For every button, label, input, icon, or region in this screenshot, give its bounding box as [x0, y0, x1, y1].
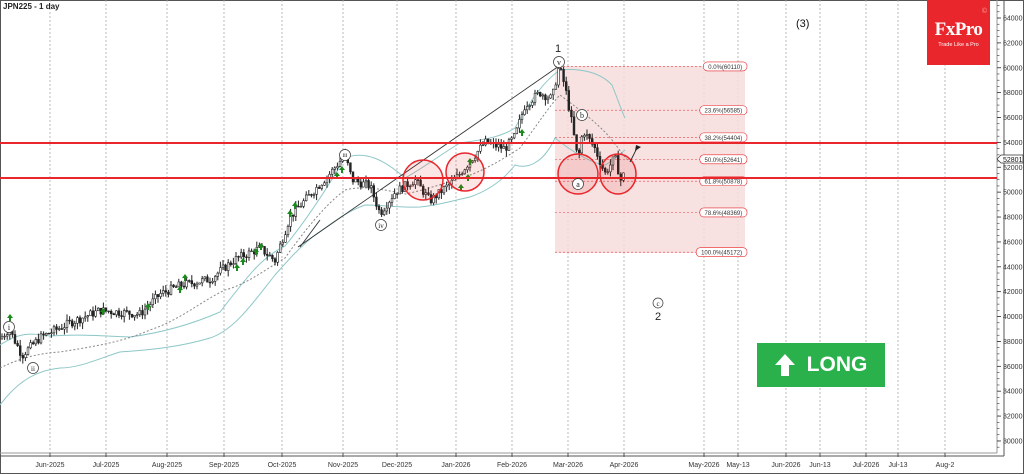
svg-text:52000: 52000 — [1003, 165, 1023, 172]
svg-text:Nov-2025: Nov-2025 — [328, 462, 358, 469]
signal-label: LONG — [806, 353, 868, 376]
wave-label-v: v — [553, 56, 565, 68]
svg-text:36000: 36000 — [1003, 364, 1023, 371]
svg-text:Jul-2026: Jul-2026 — [853, 462, 880, 469]
chart-title: JPN225 - 1 day — [3, 2, 60, 11]
svg-text:44000: 44000 — [1003, 264, 1023, 271]
svg-text:54000: 54000 — [1003, 140, 1023, 147]
svg-text:48000: 48000 — [1003, 215, 1023, 222]
wave-label-2: 2 — [655, 311, 661, 323]
svg-text:58000: 58000 — [1003, 90, 1023, 97]
svg-text:50000: 50000 — [1003, 190, 1023, 197]
highlight-circles — [402, 152, 637, 201]
fibonacci-levels: 0.0%(60110) 23.6%(56585) 38.2%(54404) 50.0%… — [555, 61, 748, 258]
svg-text:Dec-2025: Dec-2025 — [382, 462, 412, 469]
svg-text:a: a — [576, 180, 580, 189]
current-price-tag: 52801 — [996, 154, 1024, 164]
svg-text:Sep-2025: Sep-2025 — [209, 462, 239, 469]
svg-text:Jan-2026: Jan-2026 — [441, 462, 470, 469]
svg-text:Jun-2025: Jun-2025 — [35, 462, 64, 469]
svg-text:56000: 56000 — [1003, 115, 1023, 122]
trend-line — [297, 65, 560, 248]
logo-tagline: Trade Like a Pro — [938, 42, 979, 48]
svg-text:May-2026: May-2026 — [688, 462, 719, 469]
svg-text:b: b — [580, 111, 584, 120]
wave-label-3: (3) — [796, 18, 810, 30]
wave-label-iii: iii — [339, 149, 351, 161]
svg-text:23.6%(56585): 23.6%(56585) — [705, 109, 743, 115]
svg-text:40000: 40000 — [1003, 314, 1023, 321]
svg-text:62000: 62000 — [1003, 40, 1023, 47]
svg-text:Jun-2026: Jun-2026 — [771, 462, 800, 469]
svg-text:30000: 30000 — [1003, 438, 1023, 445]
fxpro-logo: © FxPro Trade Like a Pro — [927, 0, 990, 65]
svg-text:Aug-2: Aug-2 — [936, 462, 955, 469]
logo-brand: FxPro — [934, 19, 983, 40]
wave-label-ii: ii — [27, 362, 39, 374]
svg-text:42000: 42000 — [1003, 289, 1023, 296]
svg-text:i: i — [8, 323, 11, 332]
wave-label-c: c — [652, 297, 664, 309]
svg-text:Jul-13: Jul-13 — [888, 462, 907, 469]
svg-text:38.2%(54404): 38.2%(54404) — [705, 136, 743, 142]
svg-text:61.8%(50878): 61.8%(50878) — [705, 180, 743, 186]
svg-text:52801: 52801 — [1003, 157, 1023, 164]
svg-text:38000: 38000 — [1003, 339, 1023, 346]
svg-text:50.0%(52641): 50.0%(52641) — [705, 158, 743, 164]
svg-text:Jun-13: Jun-13 — [809, 462, 831, 469]
svg-text:Mar-2026: Mar-2026 — [553, 462, 583, 469]
wave-labels: v 1 iii iv i ii a b c 2 — [3, 43, 664, 374]
svg-text:32000: 32000 — [1003, 414, 1023, 421]
svg-text:v: v — [557, 58, 561, 67]
wave-label-i: i — [3, 321, 15, 333]
svg-text:Oct-2025: Oct-2025 — [268, 462, 297, 469]
svg-text:c: c — [656, 300, 659, 308]
svg-text:100.0%(45172): 100.0%(45172) — [701, 251, 742, 257]
bollinger-bands — [0, 69, 629, 406]
long-signal-badge: LONG — [757, 343, 885, 387]
svg-text:iv: iv — [378, 222, 384, 230]
svg-text:Jul-2025: Jul-2025 — [93, 462, 120, 469]
svg-text:Apr-2026: Apr-2026 — [610, 462, 639, 469]
svg-text:Feb-2026: Feb-2026 — [497, 462, 527, 469]
wave-label-iv: iv — [375, 219, 387, 231]
svg-text:Aug-2025: Aug-2025 — [152, 462, 182, 469]
y-axis: 64000 62000 60000 58000 56000 54000 52000 50000… — [997, 5, 1023, 448]
buy-signal-arrows — [7, 129, 525, 321]
svg-text:60000: 60000 — [1003, 65, 1023, 72]
svg-text:78.6%(48369): 78.6%(48369) — [705, 211, 743, 217]
svg-text:64000: 64000 — [1003, 16, 1023, 23]
svg-text:34000: 34000 — [1003, 389, 1023, 396]
x-axis: Jun-2025 Jul-2025 Aug-2025 Sep-2025 Oct-2025… — [35, 453, 954, 469]
svg-text:46000: 46000 — [1003, 239, 1023, 246]
wave-label-a: a — [572, 178, 584, 190]
wave-label-b: b — [576, 109, 588, 121]
svg-text:0.0%(60110): 0.0%(60110) — [708, 65, 742, 71]
svg-text:May-13: May-13 — [726, 462, 749, 469]
svg-text:ii: ii — [31, 365, 35, 373]
wave-label-1: 1 — [555, 43, 561, 55]
candlesticks — [0, 64, 625, 364]
svg-text:iii: iii — [342, 153, 347, 159]
arrow-up-icon — [774, 354, 795, 376]
